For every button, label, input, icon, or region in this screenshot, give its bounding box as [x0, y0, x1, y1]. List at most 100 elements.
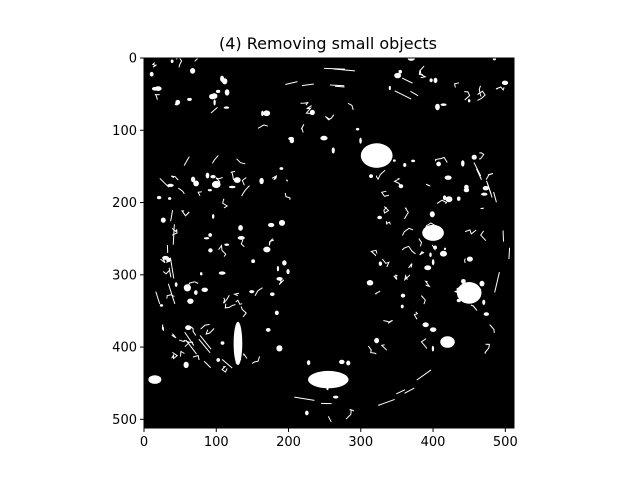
small-blob — [306, 360, 311, 366]
edge-fragment — [179, 339, 190, 343]
edge-fragment — [329, 84, 345, 87]
small-blob — [218, 271, 226, 275]
edge-fragment — [380, 190, 390, 197]
small-blob — [456, 298, 461, 303]
edge-fragment — [151, 62, 157, 68]
small-blob — [422, 322, 429, 328]
small-blob — [339, 359, 345, 365]
edge-fragment — [294, 396, 315, 401]
edge-fragment — [170, 175, 179, 181]
edge-fragment — [508, 247, 511, 260]
edge-fragment — [285, 81, 298, 86]
left-cluster-3 — [263, 246, 271, 253]
small-blob — [394, 72, 402, 79]
small-blob — [282, 260, 287, 266]
edge-fragment — [470, 304, 478, 311]
small-blob — [238, 225, 243, 231]
small-blob — [388, 85, 391, 91]
small-blob — [223, 106, 230, 109]
small-blob — [289, 138, 295, 144]
edge-fragment — [300, 124, 305, 133]
edge-fragment — [187, 281, 199, 287]
small-blob — [331, 147, 335, 154]
small-blob — [276, 345, 283, 352]
edge-fragment — [420, 295, 426, 305]
small-blob — [442, 195, 447, 201]
x-axis: 0 100 200 300 400 500 — [140, 428, 518, 450]
edge-fragment — [167, 283, 176, 305]
edge-fragment — [347, 102, 354, 110]
small-blob — [473, 294, 480, 298]
edge-fragment — [184, 341, 194, 348]
small-blob — [463, 187, 470, 193]
edge-fragment — [190, 326, 197, 336]
edge-fragment — [224, 303, 236, 309]
small-blob — [276, 277, 283, 281]
edge-fragment — [170, 210, 174, 222]
small-blob — [224, 89, 230, 96]
y-tick-label: 300 — [112, 268, 137, 283]
small-blob — [359, 137, 362, 144]
edge-fragment — [419, 251, 425, 256]
small-blob — [268, 222, 275, 228]
y-tick-label: 100 — [112, 124, 137, 139]
edge-fragment — [425, 183, 431, 187]
small-blob — [187, 298, 194, 304]
small-blob — [378, 261, 383, 266]
edge-fragment — [464, 258, 466, 264]
edge-fragment — [268, 238, 275, 246]
edge-fragment — [485, 173, 494, 180]
small-blob — [461, 278, 466, 284]
edge-fragment — [240, 239, 245, 248]
plot-area — [143, 52, 515, 429]
small-blob — [305, 410, 309, 416]
edge-fragment — [203, 360, 212, 369]
small-blob — [403, 162, 407, 167]
x-tick-label: 400 — [421, 435, 446, 450]
small-blob — [431, 259, 435, 266]
edge-fragment — [154, 94, 160, 100]
edge-fragment — [401, 227, 414, 236]
small-blob — [481, 192, 488, 196]
edge-fragment — [393, 274, 398, 280]
small-blob — [501, 80, 509, 86]
small-blob — [261, 110, 264, 117]
far-left-blob — [148, 375, 162, 384]
edge-fragment — [211, 155, 219, 164]
small-blob — [435, 103, 440, 111]
left-cluster-2 — [183, 284, 191, 292]
small-blob — [265, 327, 271, 332]
small-blob — [461, 160, 465, 167]
small-blob — [355, 127, 360, 131]
small-blob — [366, 280, 374, 286]
small-blob — [189, 68, 196, 74]
edge-fragment — [475, 168, 482, 180]
edge-fragment — [489, 324, 495, 333]
small-blob — [369, 174, 374, 179]
edge-fragment — [380, 344, 388, 351]
edge-fragment — [477, 90, 486, 101]
edge-fragment — [464, 91, 471, 101]
small-blob — [443, 247, 447, 251]
edge-fragment — [453, 286, 462, 294]
small-blob — [187, 97, 192, 101]
edge-fragment — [385, 220, 391, 225]
edge-fragment — [494, 272, 500, 293]
small-blob — [279, 167, 284, 170]
edge-fragment — [221, 366, 228, 373]
edge-fragment — [300, 101, 309, 106]
small-blob — [444, 175, 452, 180]
small-blob — [224, 243, 230, 246]
edge-fragment — [479, 152, 485, 160]
edge-fragment — [327, 416, 332, 423]
edge-fragment — [410, 90, 419, 97]
y-tick-label: 500 — [112, 413, 137, 428]
small-blob — [424, 265, 432, 271]
edge-fragment — [383, 320, 389, 323]
small-blob — [174, 103, 179, 106]
edge-fragment — [232, 292, 240, 297]
small-blob — [251, 259, 256, 264]
right-blob-1 — [422, 224, 444, 241]
bottom-center-blob — [308, 370, 349, 389]
